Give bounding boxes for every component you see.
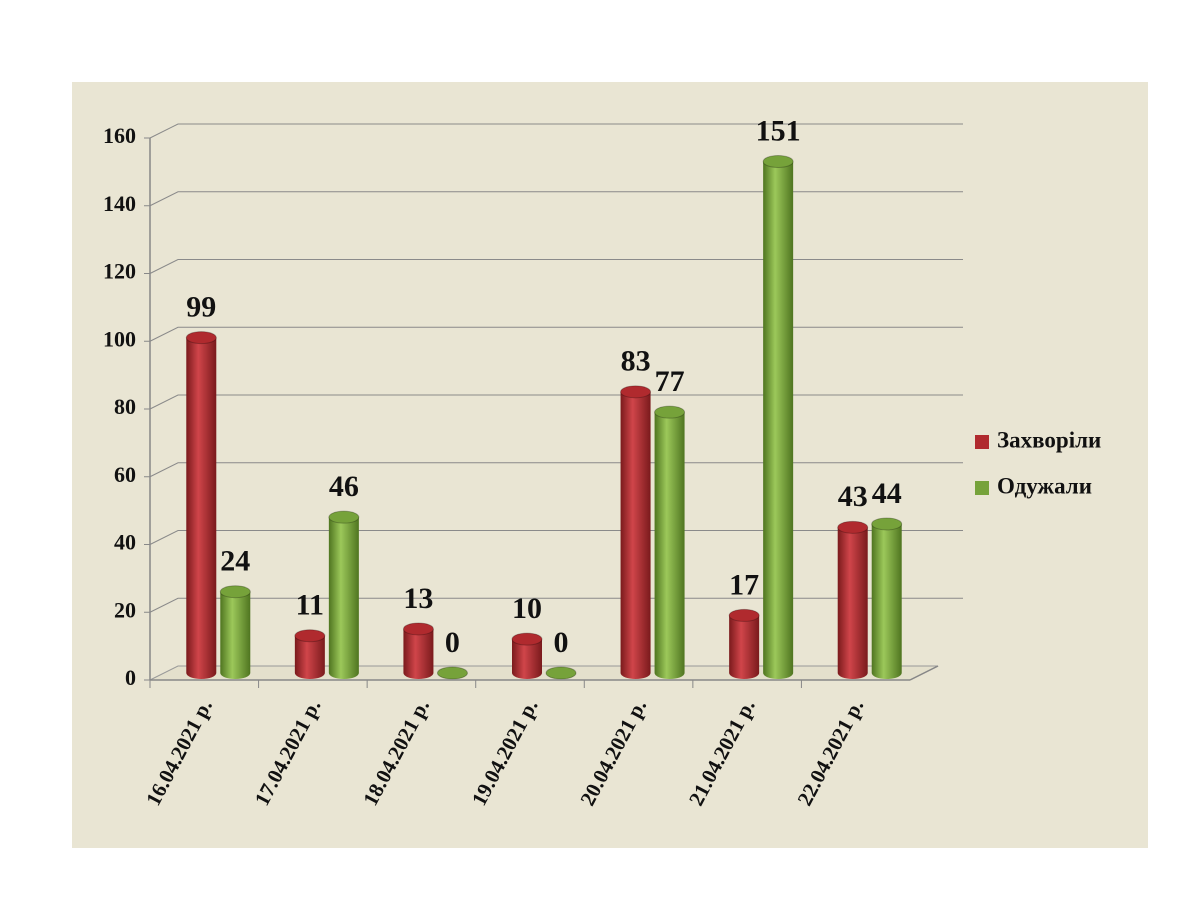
bar-top — [871, 517, 903, 531]
bar — [620, 391, 651, 679]
value-label: 44 — [872, 477, 902, 510]
value-label: 11 — [296, 589, 324, 622]
bar-top — [728, 608, 760, 622]
y-tick-label: 40 — [114, 530, 136, 555]
bar-top — [402, 622, 434, 636]
value-label: 77 — [655, 365, 685, 398]
y-tick-label: 100 — [103, 326, 136, 351]
bar — [294, 635, 325, 679]
bar — [403, 628, 434, 679]
y-tick-label: 0 — [125, 665, 136, 690]
grid-line — [149, 191, 963, 207]
bar — [220, 591, 251, 679]
grid-line — [149, 597, 963, 613]
legend-label: Захворіли — [997, 427, 1101, 452]
value-label: 0 — [554, 626, 569, 659]
value-label: 17 — [729, 568, 759, 601]
bar — [512, 639, 542, 679]
bar-top — [545, 666, 577, 680]
bar-top — [436, 666, 468, 680]
value-label: 13 — [403, 582, 433, 615]
grid-line — [149, 123, 963, 139]
bar — [328, 517, 359, 679]
bar-top — [511, 632, 543, 646]
value-label: 83 — [621, 345, 651, 378]
bar — [837, 527, 868, 679]
grid-line — [149, 530, 963, 545]
bar — [763, 161, 794, 680]
y-tick-label: 140 — [103, 191, 136, 216]
floor — [149, 665, 939, 681]
value-label: 10 — [512, 592, 542, 625]
grid-line — [149, 326, 963, 342]
y-tick-label: 80 — [114, 394, 136, 419]
bar-top — [185, 331, 217, 345]
bar-top — [620, 385, 652, 399]
bar — [729, 615, 760, 679]
value-label: 0 — [445, 626, 460, 659]
y-tick-label: 60 — [114, 462, 136, 487]
bar-top — [654, 405, 686, 419]
bar-top — [219, 585, 251, 599]
legend-swatch — [975, 481, 989, 495]
bar-top — [837, 520, 869, 534]
bar-top — [762, 154, 794, 168]
bar — [654, 412, 685, 679]
value-label: 46 — [329, 470, 359, 503]
grid-line — [149, 462, 963, 478]
bar — [871, 523, 902, 679]
legend-label: Одужали — [997, 473, 1092, 498]
value-label: 43 — [838, 480, 868, 513]
y-tick-label: 160 — [103, 123, 136, 148]
x-axis-side — [909, 665, 939, 681]
legend-swatch — [975, 435, 989, 449]
bar-top — [294, 629, 326, 643]
bar-top — [328, 510, 360, 524]
grid-line — [149, 394, 963, 410]
y-tick-label: 20 — [114, 597, 136, 622]
bar — [186, 337, 217, 679]
grid-line — [149, 259, 963, 274]
value-label: 24 — [220, 545, 250, 578]
y-tick-label: 120 — [103, 259, 136, 284]
value-label: 99 — [186, 291, 216, 324]
chart-panel — [72, 82, 1148, 848]
value-label: 151 — [756, 114, 801, 147]
